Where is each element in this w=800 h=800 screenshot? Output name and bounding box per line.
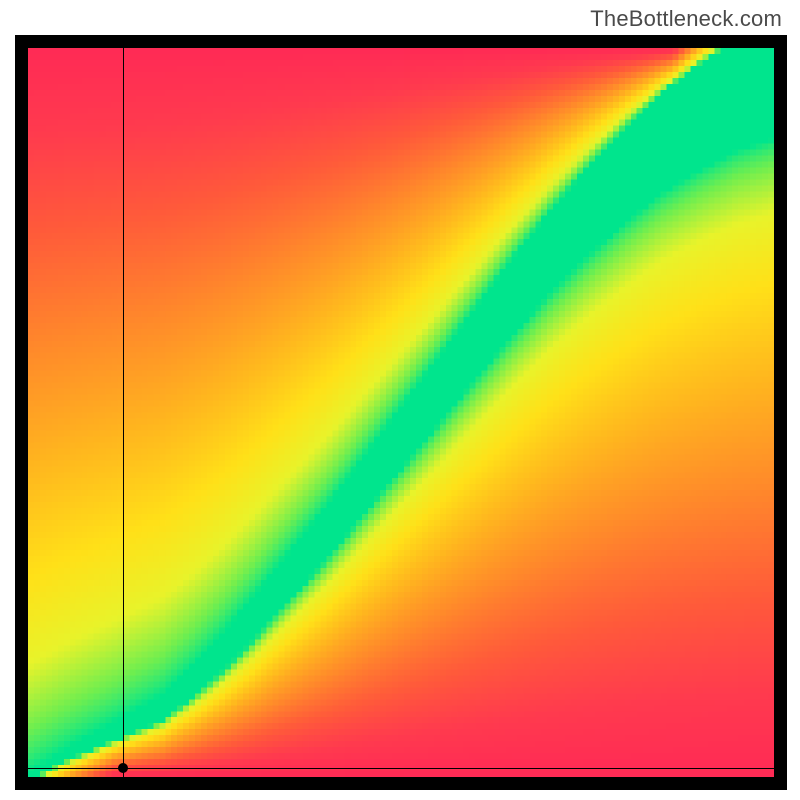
crosshair-horizontal <box>28 768 774 769</box>
watermark-text: TheBottleneck.com <box>590 6 782 32</box>
crosshair-vertical <box>123 48 124 777</box>
bottleneck-heatmap <box>28 48 774 777</box>
